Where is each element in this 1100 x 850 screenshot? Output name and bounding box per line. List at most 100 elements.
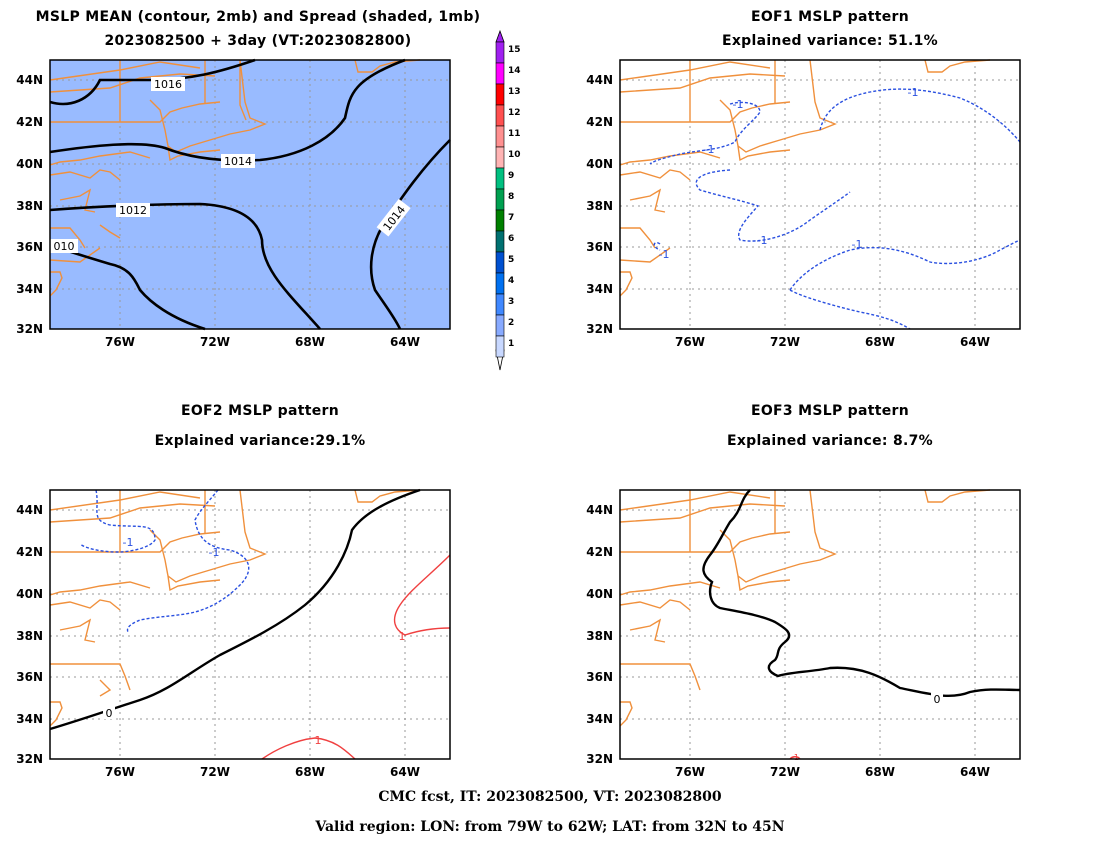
colorbar-label: 1 [508,339,514,349]
contour-label: 1016 [154,78,182,91]
colorbar-swatch [495,209,505,232]
colorbar-label: 13 [508,87,521,97]
plot-frame [49,59,451,330]
colorbar-label: 3 [508,297,514,307]
contour-label: -1 [791,753,799,762]
grid-lines [620,60,1020,329]
svg-text:34N: 34N [586,282,613,296]
contour-label: -1 [123,536,134,549]
contour-label: 0 [934,693,941,706]
panel3-title-line1: EOF2 MSLP pattern [180,403,340,419]
svg-text:38N: 38N [16,199,43,213]
svg-text:76W: 76W [675,335,705,349]
colorbar-label: 10 [508,150,521,160]
colorbar-label: 6 [508,234,514,244]
svg-text:42N: 42N [16,115,43,129]
svg-text:36N: 36N [586,240,613,254]
spread-shading [50,60,450,329]
contour-label: -1 [704,143,715,156]
contour-label: 1 [399,630,406,643]
contour-label: -1 [209,546,220,559]
contour-label: -1 [659,248,670,261]
y-axis-ticks: 44N 42N 40N 38N 36N 34N 32N [16,503,43,766]
svg-text:76W: 76W [105,765,135,779]
svg-text:72W: 72W [200,335,230,349]
panel4-title-line1: EOF3 MSLP pattern [750,403,910,419]
svg-text:68W: 68W [865,765,895,779]
eof1-contours [649,88,1021,330]
contour-label: -1 [908,86,919,99]
svg-text:36N: 36N [586,670,613,684]
coastline [619,59,991,297]
x-axis-ticks: 76W 72W 68W 64W [105,335,420,349]
svg-text:76W: 76W [105,335,135,349]
colorbar-swatch [495,41,505,64]
svg-text:64W: 64W [960,765,990,779]
svg-text:72W: 72W [200,765,230,779]
contour-label: 0 [106,707,113,720]
svg-text:40N: 40N [586,157,613,171]
svg-text:40N: 40N [16,157,43,171]
colorbar-swatch [495,188,505,211]
colorbar-label: 11 [508,129,521,139]
panel-mean: 1016 1014 1012 010 1014 44N 42N 40N 38N … [16,58,451,349]
y-axis-ticks: 44N 42N 40N 38N 36N 34N 32N [586,73,613,336]
panel2-title-line2: Explained variance: 51.1% [721,33,939,49]
svg-text:64W: 64W [960,335,990,349]
colorbar-swatch [495,125,505,148]
svg-text:40N: 40N [16,587,43,601]
svg-text:76W: 76W [675,765,705,779]
eof1-contour-labels: -1 -1 -1 -1 -1 -1 [659,86,919,261]
contour-label: 1012 [119,204,147,217]
svg-text:34N: 34N [16,282,43,296]
x-axis-ticks: 76W 72W 68W 64W [675,765,990,779]
mean-contour-labels: 1016 1014 1012 010 1014 [50,77,411,253]
svg-text:42N: 42N [586,115,613,129]
contour-label: -1 [757,234,768,247]
colorbar-label: 2 [508,318,514,328]
colorbar-label: 15 [508,45,521,55]
contour-label: -1 [733,98,744,111]
svg-text:34N: 34N [586,712,613,726]
colorbar-swatch [495,335,505,358]
svg-text:44N: 44N [586,503,613,517]
panel-eof1: -1 -1 -1 -1 -1 -1 44N 42N 40N 38N 36N 34… [586,59,1021,349]
colorbar-swatch [495,62,505,85]
y-axis-ticks: 44N 42N 40N 38N 36N 34N 32N [16,73,43,336]
contour-label: 010 [54,240,75,253]
colorbar-label: 7 [508,213,514,223]
svg-text:44N: 44N [586,73,613,87]
svg-text:32N: 32N [586,752,613,766]
grid-lines [620,490,1020,759]
svg-text:32N: 32N [16,752,43,766]
eof3-contour-labels: 0 -1 [791,692,943,762]
colorbar-swatch [495,293,505,316]
svg-text:68W: 68W [295,335,325,349]
svg-text:64W: 64W [390,335,420,349]
panel4-title-line2: Explained variance: 8.7% [726,433,933,449]
svg-text:38N: 38N [586,629,613,643]
plot-frame [49,489,451,760]
coastline [619,489,991,727]
svg-text:72W: 72W [770,765,800,779]
colorbar-top-arrow [495,29,505,43]
panel-eof3: 0 -1 44N 42N 40N 38N 36N 34N 32N 76W 72W… [586,489,1021,779]
colorbar-swatch [495,104,505,127]
footer-line1: CMC fcst, IT: 2023082500, VT: 2023082800 [378,789,722,805]
plot-frame [619,489,1021,760]
svg-text:36N: 36N [16,240,43,254]
colorbar-label: 4 [508,276,514,286]
svg-text:42N: 42N [586,545,613,559]
coastline [49,59,421,297]
colorbar-label: 9 [508,171,514,181]
svg-text:44N: 44N [16,73,43,87]
colorbar-swatch [495,167,505,190]
colorbar-swatch [495,146,505,169]
svg-text:38N: 38N [586,199,613,213]
colorbar-swatch [495,83,505,106]
colorbar-label: 14 [508,66,521,76]
x-axis-ticks: 76W 72W 68W 64W [675,335,990,349]
svg-text:68W: 68W [865,335,895,349]
colorbar-label: 8 [508,192,514,202]
